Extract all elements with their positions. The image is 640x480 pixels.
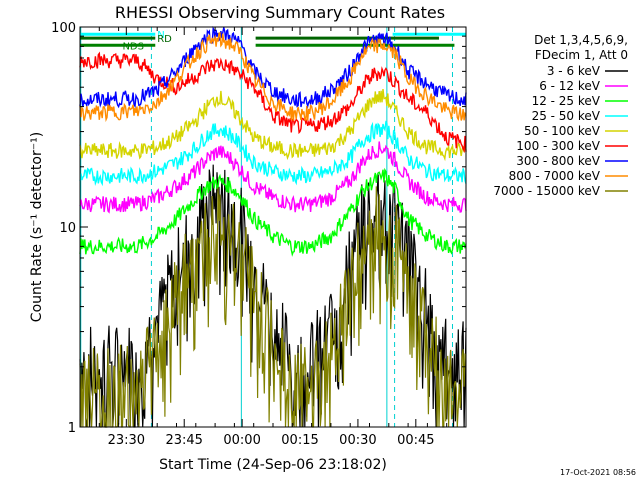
legend-label: 50 - 100 keV bbox=[524, 124, 601, 138]
y-tick-label: 10 bbox=[59, 221, 76, 236]
legend-header-1: Det 1,3,4,5,6,9, bbox=[534, 33, 628, 47]
series-line-1 bbox=[79, 141, 467, 214]
y-axis-ticks: 1 10 100 bbox=[51, 21, 466, 436]
x-tick-label: 00:15 bbox=[281, 433, 318, 448]
legend-label: 800 - 7000 keV bbox=[509, 169, 601, 183]
x-axis-ticks: 23:30 23:45 00:00 00:15 00:30 00:45 bbox=[79, 27, 467, 448]
y-tick-label: 1 bbox=[68, 421, 76, 436]
series-line-8 bbox=[79, 186, 467, 428]
chart-title: RHESSI Observing Summary Count Rates bbox=[115, 3, 445, 22]
y-axis-label: Count Rate (s⁻¹ detector⁻¹) bbox=[29, 132, 45, 322]
legend-header-2: FDecim 1, Att 0 bbox=[535, 48, 628, 62]
legend-label: 100 - 300 keV bbox=[516, 139, 600, 153]
legend: Det 1,3,4,5,6,9, FDecim 1, Att 0 3 - 6 k… bbox=[493, 33, 628, 198]
flag-label-n: N bbox=[157, 30, 164, 41]
flag-label-rd: RD bbox=[157, 34, 172, 45]
series-line-4 bbox=[79, 89, 467, 162]
series-lines bbox=[79, 25, 467, 428]
x-tick-label: 00:30 bbox=[339, 433, 376, 448]
series-line-3 bbox=[79, 120, 467, 187]
series-line-5 bbox=[79, 51, 467, 154]
legend-label: 7000 - 15000 keV bbox=[493, 184, 600, 198]
series-line-0 bbox=[79, 164, 467, 428]
x-axis-label: Start Time (24-Sep-06 23:18:02) bbox=[159, 457, 387, 473]
legend-label: 3 - 6 keV bbox=[547, 64, 601, 78]
series-line-2 bbox=[79, 167, 467, 257]
x-tick-label: 23:30 bbox=[108, 433, 145, 448]
x-tick-label: 00:00 bbox=[223, 433, 260, 448]
flag-label-nds: NDS bbox=[122, 41, 144, 52]
legend-label: 300 - 800 keV bbox=[516, 154, 600, 168]
legend-label: 12 - 25 keV bbox=[532, 94, 601, 108]
legend-label: 6 - 12 keV bbox=[539, 79, 601, 93]
y-tick-label: 100 bbox=[51, 21, 76, 36]
legend-label: 25 - 50 keV bbox=[532, 109, 601, 123]
flag-bars: NRD NDS bbox=[80, 30, 466, 52]
timestamp: 17-Oct-2021 08:56 bbox=[560, 468, 636, 477]
series-line-7 bbox=[79, 31, 467, 123]
x-tick-label: 00:45 bbox=[397, 433, 434, 448]
x-tick-label: 23:45 bbox=[165, 433, 202, 448]
